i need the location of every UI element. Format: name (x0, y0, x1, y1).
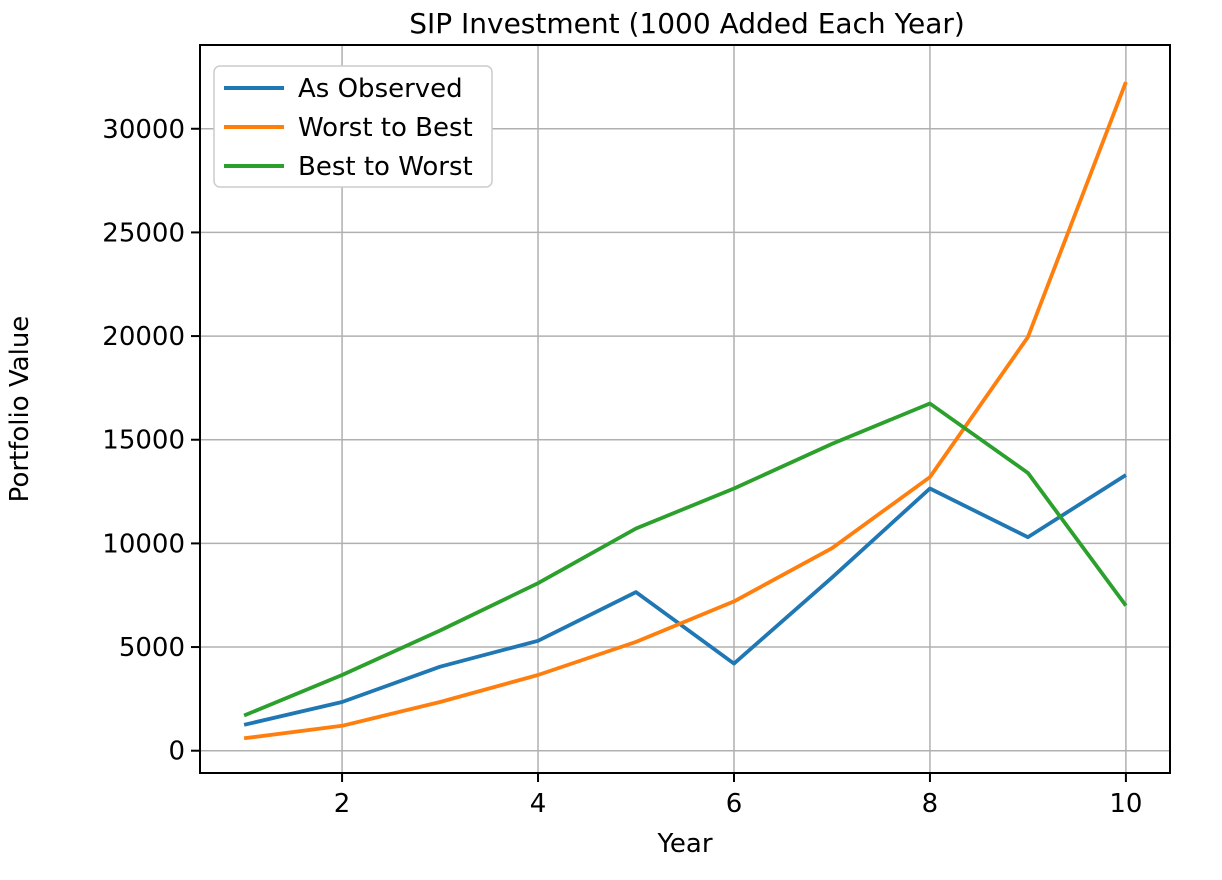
legend: As Observed Worst to Best Best to Worst (213, 65, 493, 188)
series-layer (243, 81, 1128, 741)
x-tick-label: 4 (530, 789, 547, 819)
y-tick-label: 0 (168, 737, 185, 767)
tick-label-layer: 0 5000 10000 15000 20000 25000 30000 2 4 6 8 10 (102, 115, 1142, 819)
legend-label: As Observed (298, 74, 463, 104)
x-tick-label: 2 (334, 789, 351, 819)
chart-title: SIP Investment (1000 Added Each Year) (409, 7, 965, 40)
y-tick-label: 20000 (102, 322, 185, 352)
y-axis-label: Portfolio Value (5, 316, 35, 503)
x-tick-label: 10 (1109, 789, 1142, 819)
tick-layer (191, 127, 1127, 782)
y-tick-label: 25000 (102, 218, 185, 248)
y-tick-label: 30000 (102, 115, 185, 145)
legend-label: Worst to Best (298, 113, 473, 143)
y-tick-label: 10000 (102, 529, 185, 559)
y-tick-label: 5000 (119, 633, 185, 663)
line-worst-to-best (243, 81, 1128, 741)
x-tick-label: 6 (726, 789, 743, 819)
line-as-observed (243, 473, 1127, 727)
y-tick-label: 15000 (102, 426, 185, 456)
legend-box (213, 65, 493, 188)
plot-area-border (199, 44, 1171, 774)
legend-label: Best to Worst (298, 152, 473, 182)
x-axis-label: Year (656, 829, 712, 859)
x-tick-label: 8 (922, 789, 939, 819)
line-best-to-worst (243, 401, 1128, 718)
